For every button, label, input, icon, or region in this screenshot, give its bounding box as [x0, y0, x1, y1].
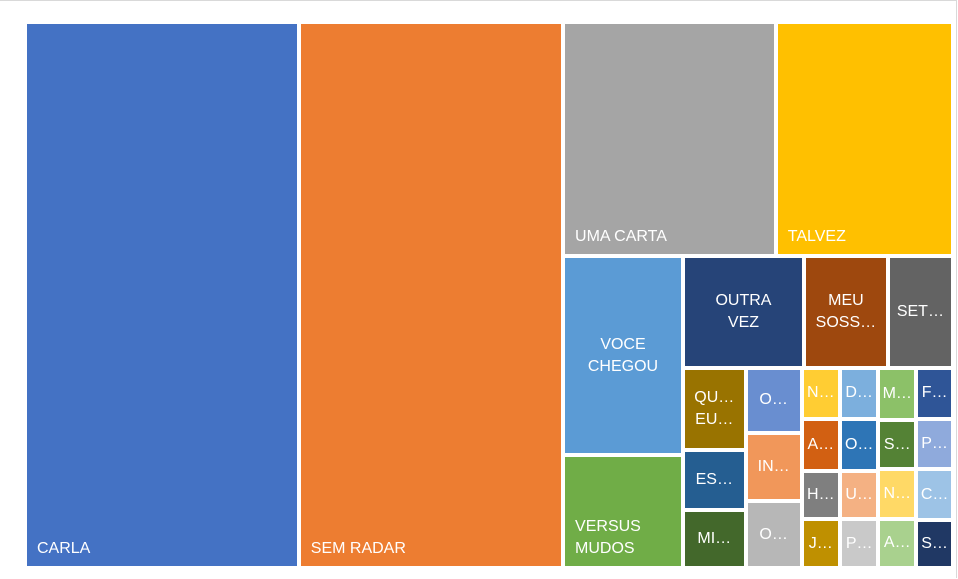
tile-label: OUTRA VEZ	[715, 292, 772, 331]
tile-label: CARLA	[37, 540, 91, 557]
treemap-tile: MEU SOSS…	[805, 258, 886, 366]
treemap-tile: MI…	[684, 512, 744, 566]
tile-label: H…	[807, 485, 835, 503]
treemap-tile: UMA CARTA	[565, 24, 774, 255]
tile-label: D…	[845, 384, 873, 402]
tile-label: P…	[921, 434, 948, 452]
treemap-tile: H…	[803, 472, 838, 518]
treemap-tile: O…	[841, 421, 877, 469]
tile-label: J…	[808, 534, 833, 552]
treemap-tile: ES…	[684, 452, 744, 509]
treemap-tile: O…	[747, 369, 800, 431]
tile-label: N…	[883, 484, 912, 502]
treemap-tile: P…	[841, 521, 877, 566]
tile-label: SEM RADAR	[310, 540, 406, 557]
tile-label: M…	[882, 384, 912, 402]
tile-label: P…	[845, 534, 873, 552]
treemap-tile: VOCE CHEGOU	[565, 258, 681, 454]
tile-label: O…	[759, 391, 788, 409]
tile-label: TALVEZ	[787, 228, 846, 246]
tile-label: O…	[759, 525, 788, 543]
tile-label: N…	[807, 384, 835, 402]
treemap-tile: F…	[918, 369, 951, 417]
tile-label: S…	[921, 535, 948, 553]
tile-label: O…	[844, 435, 874, 453]
treemap-tile: TALVEZ	[777, 24, 951, 255]
treemap-tile: J…	[803, 521, 838, 566]
treemap-tile: SET…	[889, 258, 951, 366]
tile-label: U…	[845, 485, 873, 503]
treemap-tile: N…	[880, 471, 915, 517]
treemap-tile: P…	[918, 420, 951, 468]
treemap-tile: D…	[841, 369, 877, 418]
tile-label: SET…	[896, 303, 944, 320]
treemap-tile: U…	[841, 472, 877, 518]
treemap-tile: C…	[918, 471, 951, 519]
treemap-tile: CARLA	[27, 24, 297, 566]
tile-label: F…	[921, 384, 948, 402]
treemap-tile: A…	[803, 421, 838, 469]
tile-label: VERSUS MUDOS	[575, 517, 641, 557]
tile-label: A…	[883, 534, 911, 552]
treemap-tile: O…	[747, 503, 800, 566]
treemap-tile: IN…	[747, 434, 800, 500]
treemap-tile: QU… EU…	[684, 369, 744, 449]
tile-label: A…	[807, 435, 835, 453]
treemap-tile: M…	[880, 369, 915, 418]
tile-label: IN…	[757, 457, 790, 475]
treemap-tile: N…	[803, 369, 838, 418]
treemap-tile: OUTRA VEZ	[684, 258, 802, 366]
treemap-tile: VERSUS MUDOS	[565, 457, 681, 566]
tile-label: QU… EU…	[694, 389, 735, 429]
tile-label: C…	[920, 485, 949, 503]
treemap-tile: SEM RADAR	[300, 24, 562, 566]
treemap-tile: S…	[880, 421, 915, 468]
treemap-tile: S…	[918, 522, 951, 566]
tile-label: MEU SOSS…	[815, 292, 877, 331]
treemap-tile: A…	[880, 520, 915, 566]
tile-label: S…	[883, 435, 911, 453]
tile-label: UMA CARTA	[575, 228, 667, 246]
tile-label: ES…	[695, 471, 733, 489]
tile-label: MI…	[697, 530, 732, 548]
tile-label: VOCE CHEGOU	[587, 335, 659, 375]
